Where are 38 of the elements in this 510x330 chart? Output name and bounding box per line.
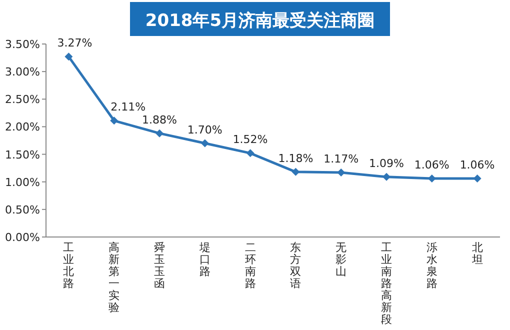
y-tick-label: 0.50% (5, 203, 40, 216)
data-label: 3.27% (57, 36, 92, 50)
y-tick-label: 3.50% (5, 38, 40, 51)
data-label: 1.06% (414, 158, 450, 172)
chart-title: 2018年5月济南最受关注商圈 (145, 11, 375, 31)
y-tick-label: 1.00% (5, 176, 40, 189)
point (337, 168, 346, 176)
point (382, 172, 390, 181)
data-label: 1.70% (187, 123, 222, 136)
x-tick-label: 工业南路高新段 (381, 241, 392, 326)
x-tick-label: 高新第一实验 (108, 241, 120, 314)
data-label: 1.18% (278, 152, 314, 165)
point (156, 129, 164, 138)
point (292, 168, 300, 176)
x-tick-label: 北坦 (470, 241, 483, 266)
data-label: 1.88% (142, 113, 177, 126)
point (246, 149, 254, 158)
y-tick-label: 2.50% (5, 93, 40, 106)
data-label: 1.09% (369, 156, 404, 170)
y-tick-label: 1.50% (5, 148, 40, 162)
data-label: 1.17% (324, 152, 359, 166)
y-tick-label: 0.00% (5, 231, 40, 244)
point (473, 174, 482, 183)
x-tick-label: 工业北路 (63, 241, 74, 290)
data-label: 2.11% (110, 100, 146, 114)
x-tick-label: 泺水泉路 (426, 241, 438, 290)
y-tick-label: 3.00% (5, 66, 40, 79)
data-label: 1.06% (460, 158, 495, 172)
x-tick-label: 二环南路 (244, 241, 256, 290)
x-tick-label: 东方双语 (290, 241, 302, 290)
x-tick-label: 无影山 (336, 241, 347, 278)
point (64, 52, 73, 61)
point (110, 116, 118, 125)
data-label: 1.52% (232, 133, 268, 146)
x-tick-label: 堤口路 (198, 241, 210, 278)
point (200, 139, 209, 148)
x-tick-label: 舜玉玉函 (154, 241, 165, 290)
y-tick-label: 2.00% (5, 120, 40, 134)
